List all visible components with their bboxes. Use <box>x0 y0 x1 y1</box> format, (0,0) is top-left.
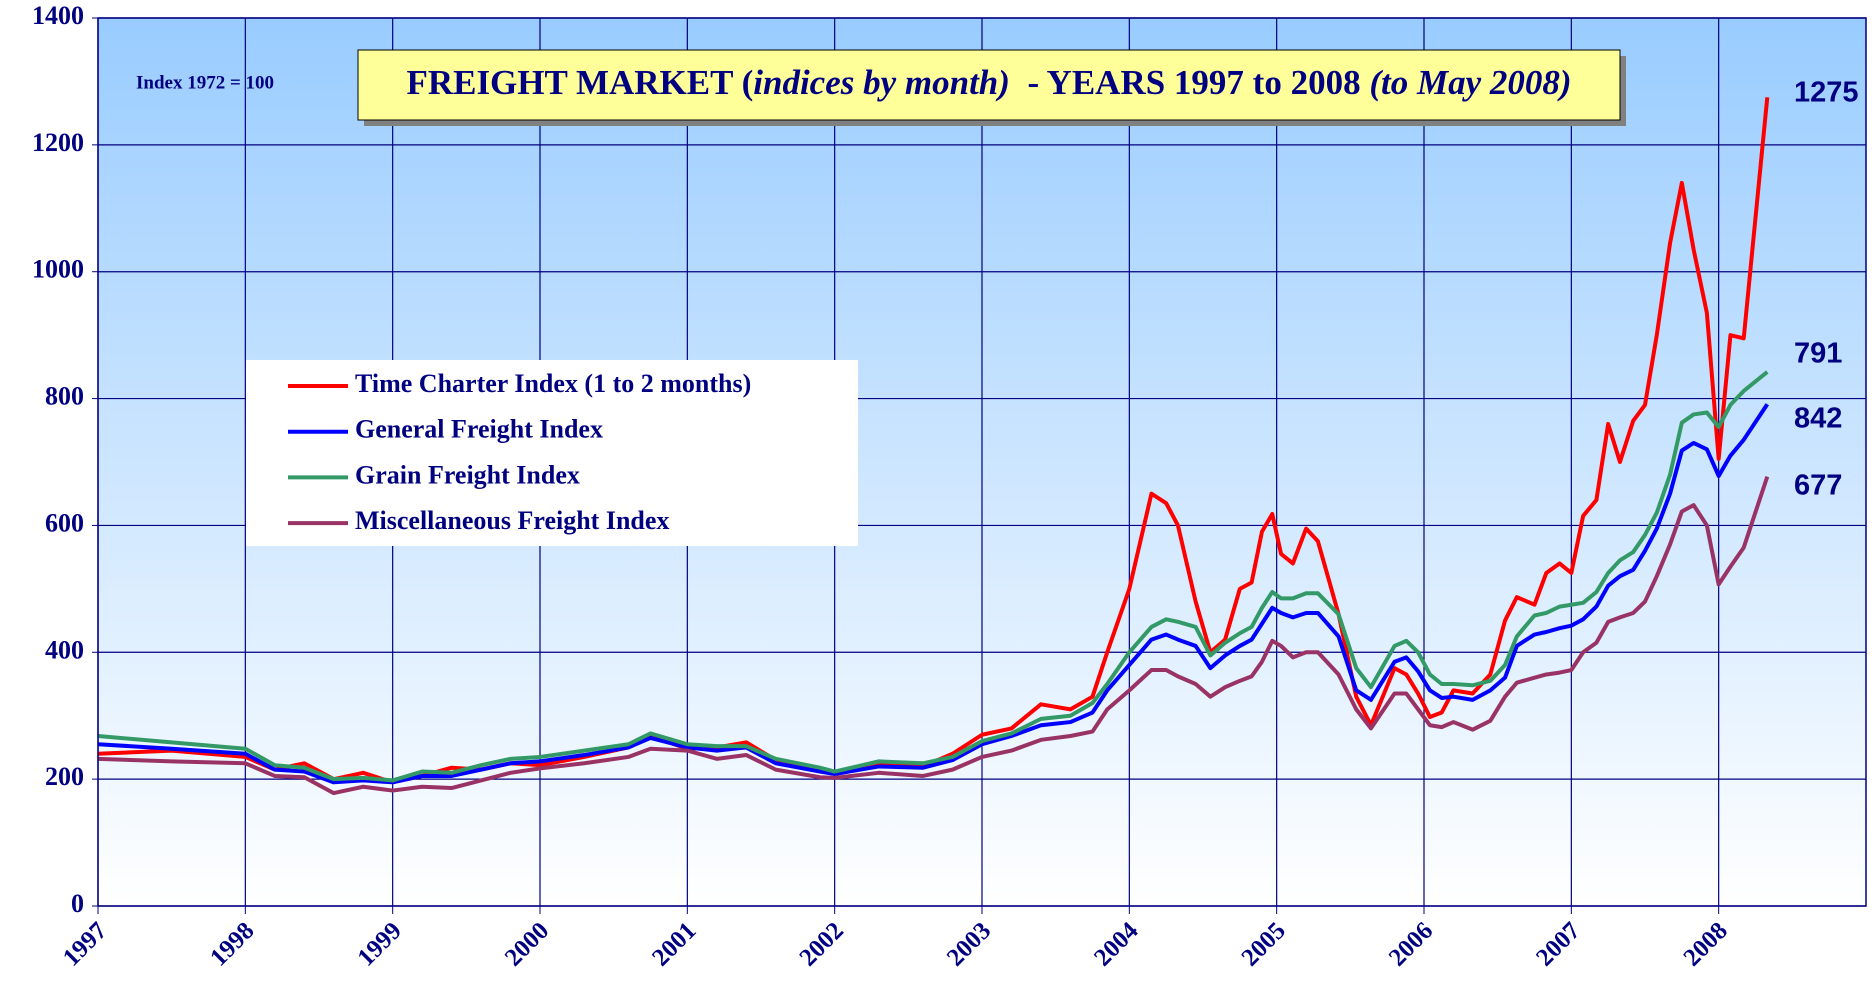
annotation: Index 1972 = 100 <box>136 72 274 93</box>
title-part: - YEARS 1997 to 2008 <box>1010 63 1369 102</box>
y-tick-label: 800 <box>45 382 84 411</box>
legend-box <box>246 360 858 546</box>
x-tick-label: 1999 <box>353 917 407 971</box>
legend-label: Miscellaneous Freight Index <box>355 506 669 535</box>
end-label: 791 <box>1794 338 1842 370</box>
x-tick-label: 2002 <box>795 917 849 971</box>
end-label: 677 <box>1794 470 1842 502</box>
x-tick-label: 2007 <box>1531 917 1585 971</box>
title-box <box>357 49 1621 121</box>
end-label: 1275 <box>1794 77 1859 109</box>
y-tick-label: 400 <box>45 635 84 664</box>
y-tick-label: 200 <box>45 762 84 791</box>
legend-label: General Freight Index <box>355 415 603 444</box>
y-tick-label: 0 <box>71 889 84 918</box>
legend-label: Grain Freight Index <box>355 460 580 489</box>
x-tick-label: 1997 <box>58 917 112 971</box>
x-tick-label: 2001 <box>647 917 701 971</box>
x-tick-label: 2003 <box>942 917 996 971</box>
x-tick-label: 2008 <box>1679 917 1733 971</box>
end-label: 842 <box>1794 403 1842 435</box>
legend-label: Time Charter Index (1 to 2 months) <box>355 369 751 398</box>
x-tick-label: 2005 <box>1237 917 1291 971</box>
x-tick-label: 2004 <box>1089 917 1144 972</box>
title-part: indices by month) <box>753 63 1010 102</box>
series-line <box>97 97 1770 785</box>
title-part: (to May 2008) <box>1369 63 1571 102</box>
series-line <box>97 403 1769 785</box>
x-tick-label: 2006 <box>1384 917 1438 971</box>
y-tick-label: 1400 <box>32 1 84 30</box>
chart-title: FREIGHT MARKET (indices by month) - YEAR… <box>406 63 1571 102</box>
lines <box>97 97 1770 796</box>
y-tick-label: 600 <box>45 508 84 537</box>
x-tick-label: 1998 <box>205 917 259 971</box>
title-part: FREIGHT MARKET ( <box>406 63 753 102</box>
series-line <box>97 370 1769 783</box>
y-tick-label: 1200 <box>32 128 84 157</box>
y-tick-label: 1000 <box>32 255 84 284</box>
series-line <box>97 475 1770 796</box>
x-tick-label: 2000 <box>500 917 554 971</box>
